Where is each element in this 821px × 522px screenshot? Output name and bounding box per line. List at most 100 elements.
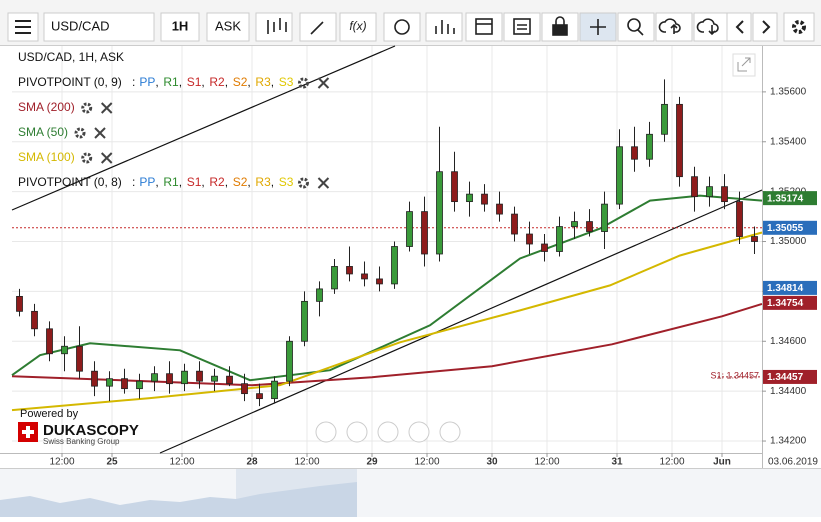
gear — [297, 177, 309, 189]
x-tick-label: Jun — [713, 457, 731, 468]
indicator-label: PIVOTPOINT (0, 8) — [18, 175, 122, 189]
remove-icon[interactable] — [317, 177, 330, 189]
y-tick-label: 1.35000 — [770, 236, 807, 247]
download-button[interactable] — [693, 12, 731, 42]
zoom-out[interactable] — [346, 421, 368, 443]
expand-button[interactable] — [732, 53, 756, 77]
indicator-item: PP — [139, 75, 155, 89]
legend-entry: SMA (100) — [18, 150, 75, 164]
reset[interactable] — [377, 421, 399, 443]
price-label: 1.35055 — [767, 223, 804, 234]
pivot-annotation: S1: 1.34457 — [710, 370, 759, 380]
indicator-item-sep: , — [201, 75, 204, 89]
timeframe-button[interactable]: 1H — [160, 12, 200, 42]
legend-entry: SMA (50) — [18, 125, 68, 139]
candle-body — [631, 146, 638, 160]
indicator-separator: : — [132, 175, 135, 189]
timeframe: 1H — [172, 18, 189, 33]
y-tick-label: 1.35600 — [770, 87, 807, 98]
settings-icon[interactable] — [81, 102, 93, 114]
sma-line — [11, 302, 763, 387]
candle-body — [316, 288, 323, 302]
calendar-button[interactable] — [465, 12, 503, 42]
indicator-item-sep: , — [225, 75, 228, 89]
candle-body — [241, 383, 248, 395]
info-button[interactable] — [383, 12, 421, 42]
y-tick-label: 1.34400 — [770, 386, 807, 397]
x-tick-label: 31 — [611, 457, 623, 468]
price-label: 1.34814 — [767, 283, 804, 294]
zoom-button[interactable] — [617, 12, 655, 42]
remove-icon[interactable] — [317, 77, 330, 89]
indicator-item: R1 — [163, 175, 179, 189]
candle-body — [526, 233, 533, 245]
menu-button[interactable] — [7, 12, 39, 42]
cross — [317, 77, 330, 89]
settings-icon[interactable] — [297, 77, 309, 89]
candle-body — [31, 310, 38, 330]
cross — [317, 177, 330, 189]
remove-icon[interactable] — [100, 102, 113, 114]
remove-icon[interactable] — [100, 152, 113, 164]
candle-body — [211, 375, 218, 382]
symbol-input[interactable]: USD/CAD — [43, 12, 155, 42]
sma-line — [11, 231, 763, 412]
x-tick-label: 25 — [106, 457, 118, 468]
candle-body — [721, 186, 728, 203]
candle-body — [106, 378, 113, 387]
navigator-area — [0, 482, 357, 517]
candle-body — [91, 370, 98, 387]
candle-body — [301, 300, 308, 342]
indicator-item-sep: , — [155, 175, 158, 189]
indicator-separator: : — [132, 75, 135, 89]
x-tick-label: 30 — [486, 457, 498, 468]
zoom-in[interactable] — [408, 421, 430, 443]
indicator-item: S3 — [279, 75, 294, 89]
settings-icon[interactable] — [81, 152, 93, 164]
price-label-box — [763, 295, 817, 310]
x-tick-label: 12:00 — [534, 457, 559, 468]
side-button[interactable]: ASK — [206, 12, 250, 42]
candle-body — [271, 380, 278, 400]
indicator-item: PP — [139, 175, 155, 189]
candle-body — [151, 373, 158, 382]
indicator-item-sep: , — [155, 75, 158, 89]
remove-icon[interactable] — [94, 127, 106, 139]
settings-button[interactable] — [783, 12, 815, 42]
candle-body — [421, 211, 428, 255]
candle-body — [436, 171, 443, 255]
chart-title: USD/CAD, 1H, ASK — [18, 50, 124, 64]
trend-line — [11, 45, 396, 211]
indicator-item: S2 — [233, 175, 248, 189]
indicator-item-sep: , — [247, 175, 250, 189]
indicator-item: R2 — [209, 175, 225, 189]
indicator-item-sep: , — [271, 175, 274, 189]
candle-body — [76, 345, 83, 372]
indicator-item-sep: , — [271, 75, 274, 89]
candle-body — [646, 133, 653, 160]
candle-body — [661, 103, 668, 135]
x-tick-label: 28 — [246, 457, 258, 468]
prev-button[interactable] — [726, 12, 752, 42]
scroll-right[interactable] — [439, 421, 461, 443]
sma-line — [11, 194, 763, 382]
toolbar-icons: f(x) — [267, 16, 806, 36]
indicator-button[interactable] — [339, 12, 377, 42]
gear — [81, 152, 93, 164]
scroll-left[interactable] — [315, 421, 337, 443]
y-tick-label: 1.35400 — [770, 136, 807, 147]
candle-body — [391, 246, 398, 285]
candle-body — [376, 278, 383, 285]
next-button[interactable] — [752, 12, 778, 42]
candle-body — [46, 328, 53, 355]
price-label-box — [763, 191, 817, 206]
candle-body — [196, 370, 203, 382]
settings-icon[interactable] — [297, 177, 309, 189]
volume-button[interactable] — [425, 12, 463, 42]
brand-name: DUKASCOPY — [43, 422, 139, 439]
candle-body — [691, 176, 698, 198]
gear — [297, 77, 309, 89]
news-button[interactable] — [503, 12, 541, 42]
candle-body — [496, 203, 503, 215]
settings-icon[interactable] — [74, 127, 86, 139]
